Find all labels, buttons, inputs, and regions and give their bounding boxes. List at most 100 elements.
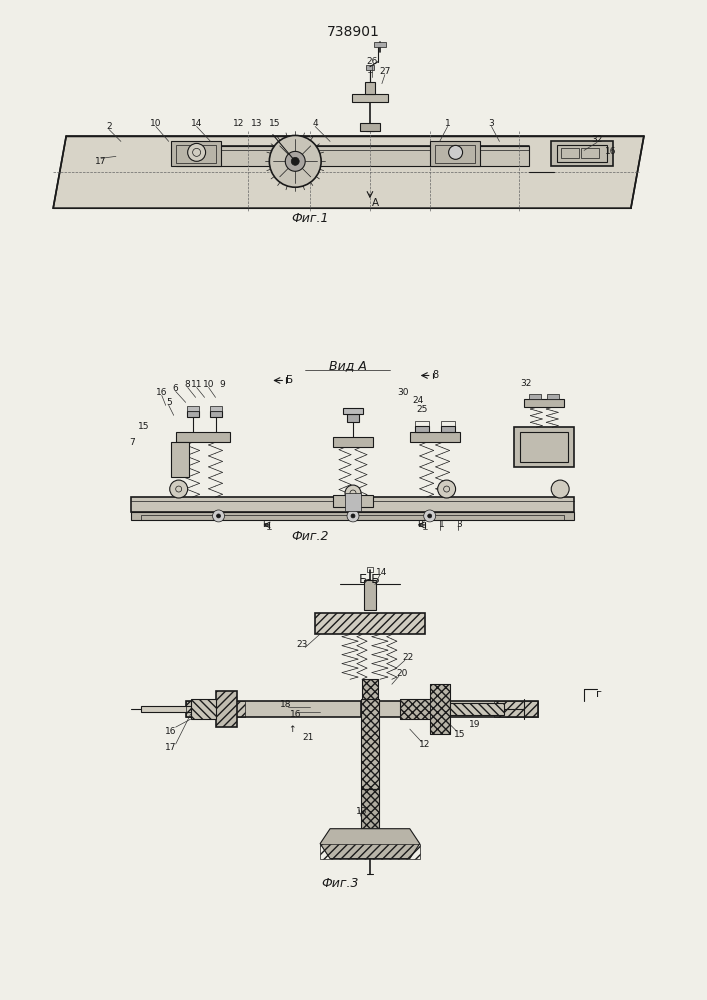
Circle shape [291,157,299,165]
Bar [360,123,380,131]
Text: 14: 14 [191,119,202,128]
Bar [345,493,361,511]
Circle shape [347,510,359,522]
Circle shape [449,145,462,159]
Bar [374,42,386,47]
Text: 18: 18 [279,700,291,709]
Bar [131,497,574,512]
Text: 23: 23 [296,640,308,649]
Circle shape [351,514,355,518]
Bar [141,515,564,520]
Bar [430,684,450,734]
Bar [343,408,363,414]
Text: 10: 10 [203,380,214,389]
Circle shape [170,480,187,498]
Text: 22: 22 [402,653,414,662]
Bar [176,146,530,166]
Text: Вид А: Вид А [329,359,367,372]
Bar [320,844,420,859]
Bar [364,580,376,610]
Text: Б: Б [262,520,269,529]
Bar [141,706,191,712]
Bar [415,426,428,432]
Text: 26: 26 [366,57,378,66]
Circle shape [438,480,455,498]
Text: 21: 21 [303,733,314,742]
Text: 12: 12 [233,119,244,128]
Text: Фиг.1: Фиг.1 [291,212,329,225]
Bar [494,701,538,717]
Text: В: В [416,520,423,529]
Text: 9: 9 [220,380,226,389]
Bar [561,148,579,158]
Bar [400,699,430,719]
Polygon shape [53,136,644,208]
Text: 32: 32 [520,379,532,388]
Text: 17: 17 [165,743,177,752]
Bar [430,141,479,166]
Bar [187,406,199,411]
Text: 10: 10 [150,119,161,128]
Text: 13: 13 [356,807,368,816]
Text: 7: 7 [129,438,135,447]
Text: 738901: 738901 [327,25,380,39]
Text: А: А [373,198,380,208]
Bar [176,145,216,163]
Text: 3: 3 [489,119,494,128]
Bar [557,145,607,162]
Text: г: г [596,689,602,699]
Text: 8: 8 [185,380,190,389]
Bar [333,495,373,507]
Text: 8: 8 [433,370,439,380]
Text: 16: 16 [289,710,301,719]
Text: 11: 11 [191,380,202,389]
Text: 20: 20 [396,669,407,678]
Circle shape [551,480,569,498]
Bar [410,432,460,442]
Bar [347,414,359,422]
Text: Б: Б [286,375,293,385]
Bar [440,426,455,432]
Bar [525,399,564,407]
Text: 12: 12 [419,740,431,749]
Text: 13: 13 [251,119,262,128]
Text: 3: 3 [457,520,462,529]
Text: 2: 2 [106,122,112,131]
Text: 15: 15 [269,119,280,128]
Bar [352,94,388,102]
Bar [186,701,245,717]
Text: 32: 32 [591,135,603,144]
Text: 14: 14 [376,568,387,577]
Bar [176,432,230,442]
Bar [379,701,538,717]
Circle shape [285,151,305,171]
Bar [435,145,474,163]
Bar [333,437,373,447]
Text: 17: 17 [95,157,107,166]
Bar [209,406,221,411]
Bar [551,141,613,166]
Bar [515,427,574,467]
Circle shape [216,514,221,518]
Circle shape [187,143,206,161]
Circle shape [269,135,321,187]
Bar [361,789,379,829]
Bar [209,411,221,417]
Text: ↑: ↑ [288,725,296,734]
Text: 25: 25 [416,405,428,414]
Text: 6: 6 [173,384,179,393]
Text: 16: 16 [165,727,177,736]
Text: 15: 15 [138,422,150,431]
Bar [170,141,221,166]
Circle shape [428,514,432,518]
Bar [315,613,425,634]
Bar [170,442,189,477]
Text: 30: 30 [397,388,409,397]
Text: 1: 1 [439,520,445,529]
Text: 15: 15 [454,730,465,739]
Text: 16: 16 [605,147,617,156]
Text: 1: 1 [445,119,450,128]
Bar [187,411,199,417]
Bar [440,421,455,426]
Bar [530,394,542,399]
